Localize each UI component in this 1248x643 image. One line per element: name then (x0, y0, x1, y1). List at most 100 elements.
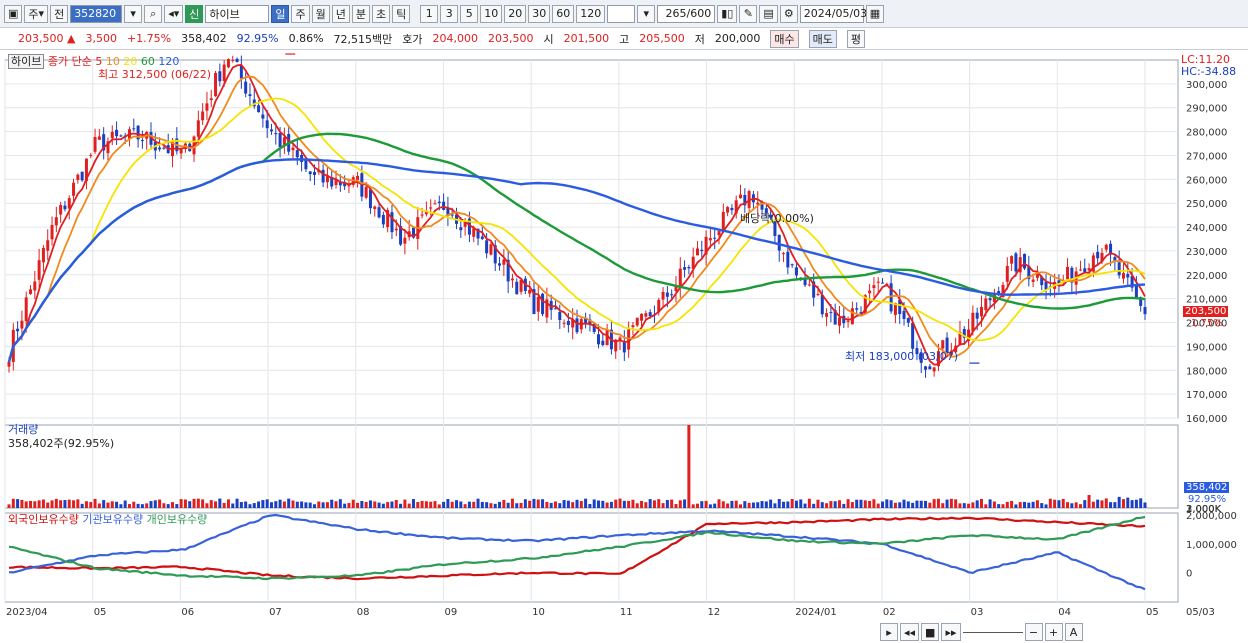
period-month[interactable]: 월 (311, 4, 330, 23)
calendar-icon[interactable]: ▦ (865, 4, 885, 23)
open-price: 201,500 (563, 32, 610, 45)
candle-body (597, 334, 601, 345)
volume-bar (153, 500, 157, 508)
interval-30[interactable]: 30 (528, 4, 551, 23)
interval-5[interactable]: 5 (460, 4, 479, 23)
interval-custom-input[interactable] (607, 4, 636, 23)
chart-nav-controls: ▸ ◂◂ ■ ▸▸ − + A (880, 623, 1083, 641)
volume-bar (97, 503, 101, 508)
rewind-icon[interactable]: ◂◂ (900, 623, 920, 641)
candle-body (868, 290, 872, 294)
holding-line-individual (8, 515, 1146, 581)
ask-label: 호가 (402, 32, 423, 46)
volume-bar (665, 499, 669, 508)
period-week[interactable]: 주 (291, 4, 310, 23)
candle-body (433, 203, 437, 205)
volume-bar (248, 504, 252, 508)
volume-bar (790, 498, 794, 508)
volume-bar (915, 500, 919, 508)
eval-button[interactable]: 평 (846, 29, 866, 48)
volume-bar (962, 503, 966, 508)
buy-button[interactable]: 매수 (770, 29, 799, 48)
stock-name-field[interactable]: 하이브 (205, 4, 270, 23)
gear-icon[interactable]: ⚙ (779, 4, 798, 23)
count-input[interactable]: 265/600 (657, 4, 716, 23)
market-select[interactable]: 주 ▾ (24, 4, 49, 23)
prev-button[interactable]: 전 (50, 4, 69, 23)
candle-body (769, 214, 773, 218)
stock-chart[interactable]: 300,000 290,000 280,000 270,000 260,000 250,0… (0, 50, 1248, 643)
volume-bar (300, 501, 304, 508)
draw-tool-icon[interactable]: ✎ (739, 4, 758, 23)
volume-bar (274, 501, 278, 508)
candle-body (545, 299, 549, 318)
interval-120[interactable]: 120 (576, 4, 606, 23)
interval-dropdown-icon[interactable]: ▾ (637, 4, 656, 23)
zoom-in-icon[interactable]: + (1044, 623, 1063, 641)
candle-body (532, 289, 536, 315)
volume-tick-label: 2,000K (1186, 504, 1222, 515)
time-tick-label: 05 (94, 607, 107, 618)
stop-icon[interactable]: ■ (921, 623, 940, 641)
candle-body (115, 129, 119, 137)
interval-10[interactable]: 10 (480, 4, 503, 23)
zoom-slider[interactable] (962, 623, 1023, 633)
search-icon[interactable]: ⌕ (144, 4, 163, 23)
period-year[interactable]: 년 (331, 4, 350, 23)
volume-bar (261, 500, 265, 508)
volume-bar (429, 501, 433, 508)
fast-forward-icon[interactable]: ▸▸ (941, 623, 961, 641)
interval-60[interactable]: 60 (552, 4, 575, 23)
period-second[interactable]: 초 (371, 4, 391, 23)
volume-bar (351, 499, 355, 508)
volume-bar (291, 500, 295, 508)
interval-3[interactable]: 3 (440, 4, 459, 23)
date-input[interactable]: 2024/05/03 (799, 4, 867, 23)
ma-legend-5: 5 (95, 55, 103, 68)
candle-body (364, 186, 368, 198)
volume-bar (67, 499, 71, 508)
price-tick-label: 250,000 (1186, 199, 1227, 210)
candle-body (756, 202, 760, 205)
interval-1[interactable]: 1 (420, 4, 439, 23)
period-tick[interactable]: 틱 (392, 4, 411, 23)
volume-bar (812, 503, 816, 508)
window-icon[interactable]: ▣ (4, 4, 23, 23)
candle-body (1134, 284, 1138, 298)
volume-bar (93, 498, 97, 508)
ma-legend-prefix: 종가 단순 (47, 55, 92, 68)
code-dropdown-icon[interactable]: ▾ (124, 4, 143, 23)
candle-type-icon[interactable]: ▮▯ (717, 4, 738, 23)
speaker-icon[interactable]: ◂▾ (164, 4, 184, 23)
candle-body (274, 133, 278, 135)
sell-button[interactable]: 매도 (808, 29, 837, 48)
candle-body (1001, 284, 1005, 298)
font-size-icon[interactable]: A (1064, 623, 1083, 641)
candle-body (80, 171, 84, 181)
volume-bar (941, 503, 945, 508)
zoom-out-icon[interactable]: − (1024, 623, 1043, 641)
volume-bar (739, 504, 743, 508)
volume-bar (244, 501, 248, 508)
candle-body (459, 227, 463, 231)
volume-bar (218, 498, 222, 508)
volume-bar (876, 503, 880, 508)
volume-bar (588, 504, 592, 508)
volume-bar (898, 502, 902, 508)
volume-bar (971, 502, 975, 508)
volume-bar (158, 499, 162, 508)
volume-bar (631, 499, 635, 508)
volume-bar (226, 499, 230, 508)
period-day[interactable]: 일 (271, 4, 290, 23)
candle-body (726, 207, 730, 213)
code-input[interactable]: 352820 (70, 4, 123, 23)
period-minute[interactable]: 분 (351, 4, 370, 23)
candle-body (786, 251, 790, 268)
volume-bar (967, 503, 971, 508)
scroll-right-icon[interactable]: ▸ (880, 623, 898, 641)
candle-body (997, 291, 1001, 295)
volume-bar (545, 501, 549, 508)
save-icon[interactable]: ▤ (759, 4, 778, 23)
interval-20[interactable]: 20 (504, 4, 527, 23)
volume-bar (1117, 496, 1121, 508)
